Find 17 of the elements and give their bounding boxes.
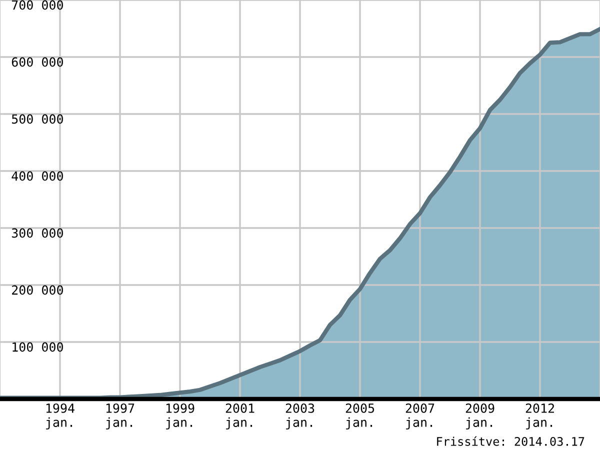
x-tick-label: 2009 jan.	[466, 403, 494, 430]
x-tick-label: 2007 jan.	[406, 403, 434, 430]
y-tick-label: 500 000	[12, 114, 63, 124]
y-tick-label: 100 000	[12, 342, 63, 352]
y-tick-label: 400 000	[12, 171, 63, 181]
y-tick-label: 700 000	[12, 0, 63, 10]
x-tick-label: 1994 jan.	[46, 403, 74, 430]
y-tick-label: 600 000	[12, 57, 63, 67]
x-tick-label: 1997 jan.	[106, 403, 134, 430]
x-tick-label: 2012 jan.	[526, 403, 554, 430]
x-tick-label: 2005 jan.	[346, 403, 374, 430]
text: Frissítve: 2014.03.17	[437, 436, 584, 446]
x-tick-label: 2001 jan.	[226, 403, 254, 430]
y-tick-label: 300 000	[12, 228, 63, 238]
x-tick-label: 1999 jan.	[166, 403, 194, 430]
x-tick-label: 2003 jan.	[286, 403, 314, 430]
y-tick-label: 200 000	[12, 285, 63, 295]
